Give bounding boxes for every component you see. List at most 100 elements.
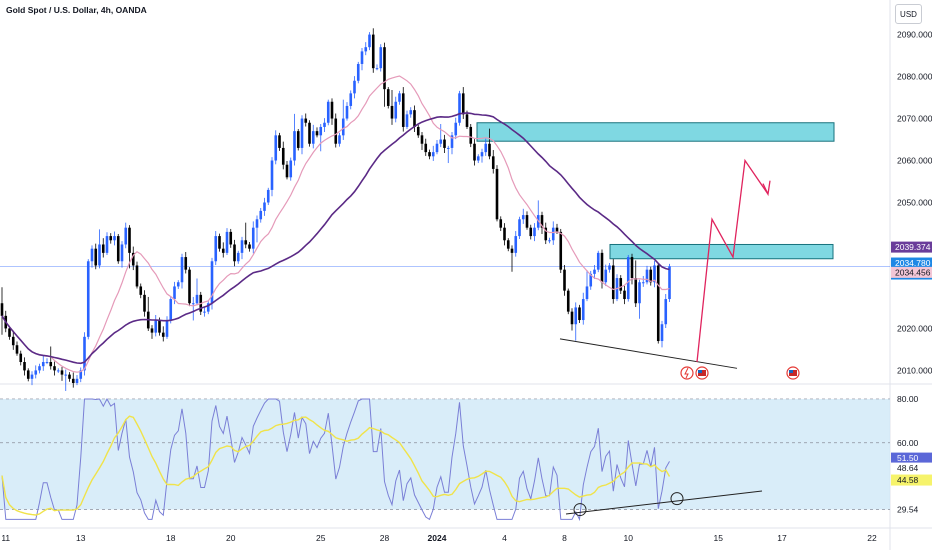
candle-down: [420, 135, 424, 144]
price-tick-label: 2070.000: [897, 114, 932, 124]
candle-up: [255, 219, 259, 228]
candle-up: [364, 47, 368, 52]
candle-up: [259, 210, 263, 220]
candle-up: [323, 122, 326, 127]
candle-up: [251, 227, 255, 249]
candle-up: [225, 231, 229, 253]
candle-up: [210, 261, 214, 304]
candle-down: [510, 248, 514, 253]
candle-up: [173, 286, 176, 300]
candle-down: [285, 164, 289, 178]
candle-down: [26, 370, 30, 379]
event-lightning-icon: [680, 366, 694, 380]
candle-down: [371, 34, 375, 69]
candle-down: [135, 265, 139, 287]
candle-up: [30, 374, 34, 379]
candle-down: [128, 227, 131, 253]
rsi-tag-bg: [891, 462, 932, 474]
candle-up: [195, 294, 199, 304]
time-tick-label: 17: [777, 533, 787, 543]
candle-down: [296, 131, 300, 148]
candle-down: [109, 236, 113, 241]
candle-down: [506, 240, 510, 249]
candle-up: [476, 156, 480, 161]
candle-down: [623, 290, 626, 300]
candle-up: [574, 307, 578, 325]
candle-up: [585, 286, 589, 300]
candle-up: [154, 320, 158, 333]
candle-up: [518, 219, 521, 237]
symbol-title[interactable]: Gold Spot / U.S. Dollar, 4h, OANDA: [6, 5, 147, 15]
candle-down: [8, 328, 11, 337]
time-tick-label: 28: [380, 533, 390, 543]
candle-up: [64, 374, 68, 376]
candle-up: [450, 135, 454, 148]
candle-down: [11, 336, 15, 346]
rsi-tag-label: 29.54: [897, 504, 919, 514]
candle-up: [653, 265, 656, 283]
rsi-tag-label: 44.58: [897, 475, 919, 485]
candle-down: [218, 236, 221, 249]
candle-up: [165, 320, 169, 337]
time-tick-label: 15: [714, 533, 724, 543]
candle-up: [341, 118, 345, 136]
candle-down: [330, 101, 334, 119]
candle-up: [293, 131, 296, 161]
candle-up: [604, 269, 608, 283]
time-tick-label: 13: [76, 533, 86, 543]
candle-down: [23, 362, 26, 371]
candle-down: [443, 139, 446, 148]
currency-button[interactable]: USD: [895, 4, 922, 24]
support-zone: [609, 243, 834, 260]
candle-up: [326, 101, 330, 123]
candle-down: [566, 290, 570, 312]
candle-up: [409, 110, 413, 115]
price-tick-label: 2010.000: [897, 365, 932, 375]
price-tick-label: 2050.000: [897, 198, 932, 208]
candle-up: [446, 147, 450, 149]
projection-path: [696, 158, 769, 363]
candle-up: [289, 160, 293, 178]
candle-up: [521, 215, 525, 220]
candle-up: [300, 118, 304, 148]
rsi-tag-label: 48.64: [897, 463, 919, 473]
candle-down: [15, 345, 19, 354]
candle-up: [83, 336, 86, 371]
last-price-tag: 2034.780: [895, 258, 931, 268]
ma-fast-line: [1, 75, 670, 373]
candle-down: [416, 126, 420, 136]
candle-down: [101, 244, 105, 253]
candle-down: [611, 265, 615, 300]
candle-down: [619, 278, 623, 291]
candle-down: [488, 143, 491, 157]
ma-price-tag: 2034.456: [895, 267, 931, 277]
candle-down: [401, 93, 405, 127]
time-tick-label: 20: [226, 533, 236, 543]
time-tick-label: 11: [1, 533, 10, 543]
candle-down: [630, 257, 634, 279]
level-price-tag-bg: [891, 241, 932, 253]
candle-down: [413, 110, 416, 127]
candle-up: [551, 227, 555, 241]
rsi-tick-label: 60.00: [897, 438, 919, 448]
price-tick-label: 2090.000: [897, 30, 932, 40]
candle-down: [563, 269, 566, 291]
candle-up: [641, 282, 645, 284]
candle-up: [191, 303, 195, 305]
candle-up: [266, 189, 270, 203]
candle-up: [338, 135, 341, 144]
candle-down: [49, 362, 53, 367]
candle-down: [244, 240, 248, 245]
time-tick-label: 18: [166, 533, 176, 543]
candle-down: [19, 353, 23, 363]
event-lightning-glyph: [684, 367, 689, 379]
candle-down: [465, 114, 469, 127]
candle-down: [229, 231, 233, 245]
time-tick-label: 2024: [428, 533, 447, 543]
candle-up: [548, 240, 551, 242]
candle-up: [638, 282, 641, 304]
rsi-tag-bg: [891, 452, 932, 464]
candle-up: [645, 269, 649, 283]
candle-up: [394, 101, 398, 119]
